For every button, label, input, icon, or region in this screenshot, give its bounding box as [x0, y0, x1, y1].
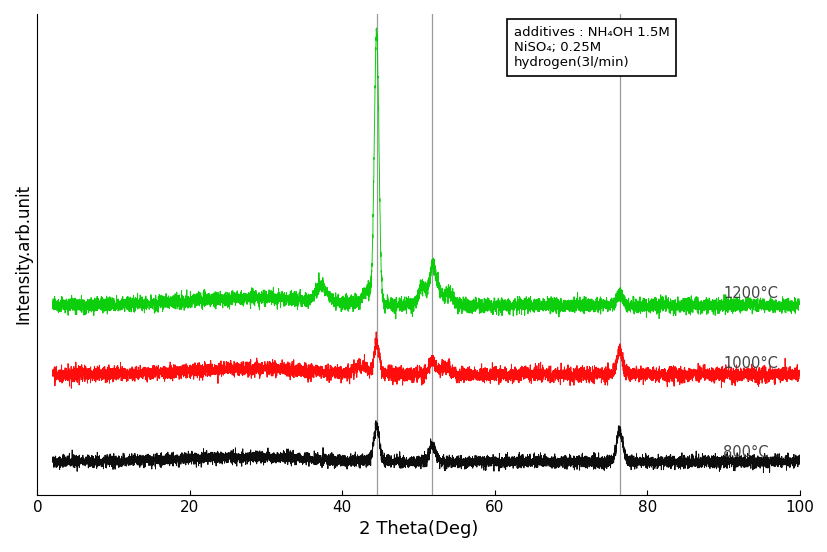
- Text: 1000°C: 1000°C: [723, 357, 777, 371]
- X-axis label: 2 Theta(Deg): 2 Theta(Deg): [358, 520, 478, 538]
- Text: 800°C: 800°C: [723, 445, 768, 460]
- Text: additives : NH₄OH 1.5M
NiSO₄; 0.25M
hydrogen(3l/min): additives : NH₄OH 1.5M NiSO₄; 0.25M hydr…: [514, 26, 669, 69]
- Y-axis label: Intensity.arb.unit: Intensity.arb.unit: [14, 184, 32, 325]
- Text: 1200°C: 1200°C: [723, 286, 777, 301]
